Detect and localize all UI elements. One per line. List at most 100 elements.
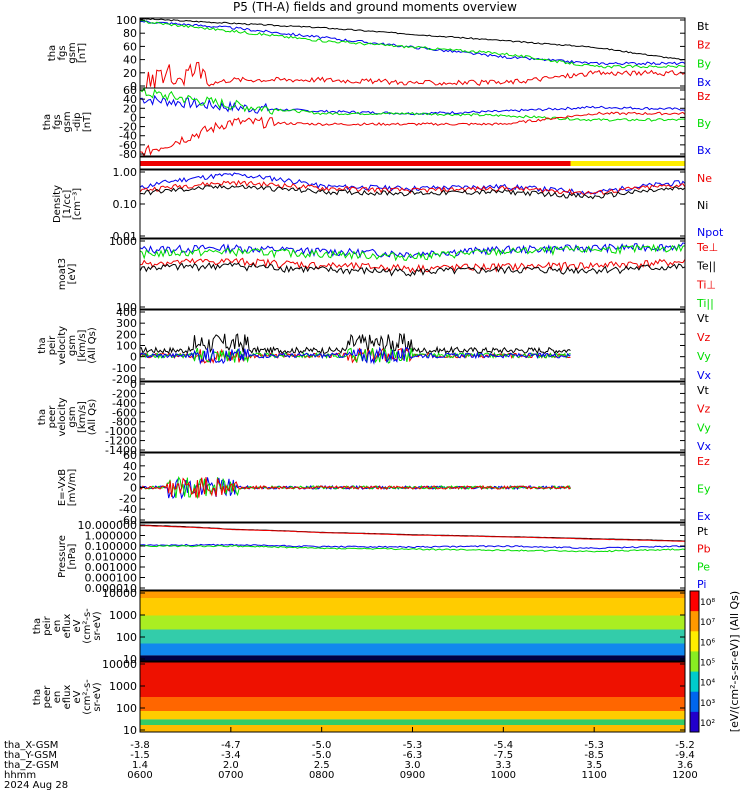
mode-bar-red bbox=[140, 161, 571, 166]
legend-label: Ey bbox=[697, 483, 711, 496]
y-tick-label: 100 bbox=[116, 301, 137, 314]
y-tick-label: 100 bbox=[116, 631, 137, 644]
y-tick-label: -20 bbox=[119, 492, 137, 505]
x-tick-label: 1200 bbox=[672, 770, 697, 781]
legend-label: Vy bbox=[697, 350, 711, 363]
y-tick-label: 20 bbox=[123, 102, 137, 115]
y-tick-label: 60 bbox=[123, 449, 137, 462]
y-tick-label: -20 bbox=[119, 121, 137, 134]
y-axis-label: gsm bbox=[62, 111, 73, 132]
x-axis-row-label: tha_Y-GSM bbox=[4, 750, 57, 761]
panel-frame bbox=[139, 17, 686, 89]
legend-label: Ti|| bbox=[696, 297, 714, 310]
y-tick-label: 10000 bbox=[102, 658, 137, 671]
bx-line bbox=[139, 20, 686, 66]
y-axis-label: eflux bbox=[62, 685, 73, 710]
y-tick-label: 0.001000 bbox=[85, 561, 138, 574]
y-axis-label: velocity bbox=[57, 397, 68, 436]
y-tick-label: 10 bbox=[123, 724, 137, 737]
y-axis-label: gsm bbox=[67, 335, 78, 356]
y-axis-label: Pressure bbox=[57, 535, 68, 578]
y-axis-label: sr-eV) bbox=[92, 682, 103, 711]
colorbar-segment bbox=[690, 591, 699, 612]
panel-frame bbox=[139, 238, 686, 310]
x-tick-label: -5.4 bbox=[494, 740, 514, 751]
y-tick-label: 40 bbox=[123, 54, 137, 67]
by-dip-line bbox=[139, 86, 686, 122]
legend-label: Pi bbox=[697, 578, 706, 591]
y-axis-label: (All Qs) bbox=[87, 399, 98, 436]
y-tick-label: -200 bbox=[112, 387, 137, 400]
y-tick-label: -800 bbox=[112, 416, 137, 429]
spectrogram-band bbox=[140, 711, 685, 720]
panel-frame bbox=[139, 309, 686, 382]
x-tick-label: 2.5 bbox=[314, 760, 330, 771]
y-tick-label: 20 bbox=[123, 471, 137, 484]
legend-label: Bx bbox=[697, 76, 712, 89]
legend-label: Bz bbox=[697, 39, 711, 52]
legend-label: Bz bbox=[697, 90, 711, 103]
y-tick-label: 60 bbox=[123, 40, 137, 53]
x-tick-label: 1.4 bbox=[132, 760, 148, 771]
y-tick-label: 300 bbox=[116, 317, 137, 330]
y-tick-label: 0.000100 bbox=[85, 572, 138, 585]
y-axis-label: eV bbox=[72, 690, 83, 703]
colorbar-tick-label: 10⁸ bbox=[700, 598, 715, 608]
x-tick-label: -5.3 bbox=[584, 740, 604, 751]
y-tick-label: -1200 bbox=[105, 435, 137, 448]
y-tick-label: 10.000000 bbox=[78, 519, 138, 532]
y-axis-label: -dip bbox=[72, 112, 83, 131]
colorbar-tick-label: 10⁶ bbox=[700, 638, 715, 648]
panel-frame bbox=[139, 522, 686, 591]
legend-label: Npot bbox=[697, 226, 724, 239]
y-axis-label: moat3 bbox=[57, 258, 68, 290]
x-tick-label: 3.0 bbox=[405, 760, 421, 771]
x-tick-label: -3.4 bbox=[221, 750, 241, 761]
legend-label: Ex bbox=[697, 510, 711, 523]
y-axis-label: eflux bbox=[62, 614, 73, 639]
panel-frame bbox=[139, 590, 686, 662]
y-axis-label: gsm bbox=[67, 42, 78, 63]
panel-frame bbox=[139, 381, 686, 453]
spectrogram-band bbox=[140, 591, 685, 598]
y-axis-label: fgs bbox=[52, 114, 63, 129]
y-axis-label: peer bbox=[47, 405, 58, 429]
y-axis-label: [km/s] bbox=[77, 401, 88, 433]
y-axis-label: [km/s] bbox=[77, 329, 88, 361]
y-axis-label: [nT] bbox=[77, 43, 88, 63]
panel-frame bbox=[139, 156, 686, 170]
legend-label: Ez bbox=[697, 455, 710, 468]
legend-label: Bt bbox=[697, 20, 710, 33]
y-axis-label: en bbox=[52, 620, 63, 633]
vt-line bbox=[139, 332, 571, 355]
legend-label: Pt bbox=[697, 525, 709, 538]
y-axis-label: tha bbox=[47, 45, 58, 61]
legend-label: Ti⊥ bbox=[696, 278, 716, 291]
spectrogram-band bbox=[140, 643, 685, 656]
y-axis-label: fgs bbox=[57, 45, 68, 60]
colorbar-segment bbox=[690, 671, 699, 693]
y-tick-label: 0.100000 bbox=[85, 540, 138, 553]
legend-label: Te|| bbox=[696, 260, 716, 273]
y-tick-label: -40 bbox=[119, 503, 137, 516]
y-tick-label: 0.10 bbox=[113, 198, 138, 211]
x-tick-label: -8.5 bbox=[584, 750, 604, 761]
x-tick-label: 3.5 bbox=[586, 760, 602, 771]
y-tick-label: 1.000000 bbox=[85, 530, 138, 543]
spectrogram-band bbox=[140, 719, 685, 725]
y-tick-label: -60 bbox=[119, 514, 137, 527]
y-axis-label: peir bbox=[42, 615, 53, 635]
y-tick-label: 0 bbox=[130, 378, 137, 391]
y-tick-label: 20 bbox=[123, 67, 137, 80]
y-tick-label: 100 bbox=[116, 14, 137, 27]
y-axis-label: gsm bbox=[67, 406, 78, 427]
y-tick-label: 40 bbox=[123, 460, 137, 473]
y-axis-label: peer bbox=[42, 685, 53, 709]
y-axis-label: tha bbox=[42, 114, 53, 130]
y-tick-label: -60 bbox=[119, 139, 137, 152]
colorbar-tick-label: 10⁵ bbox=[700, 659, 715, 669]
legend-label: Ne bbox=[697, 172, 712, 185]
chart-title: P5 (TH-A) fields and ground moments over… bbox=[233, 0, 517, 14]
y-axis-label: tha bbox=[37, 337, 48, 353]
y-tick-label: 100 bbox=[116, 702, 137, 715]
